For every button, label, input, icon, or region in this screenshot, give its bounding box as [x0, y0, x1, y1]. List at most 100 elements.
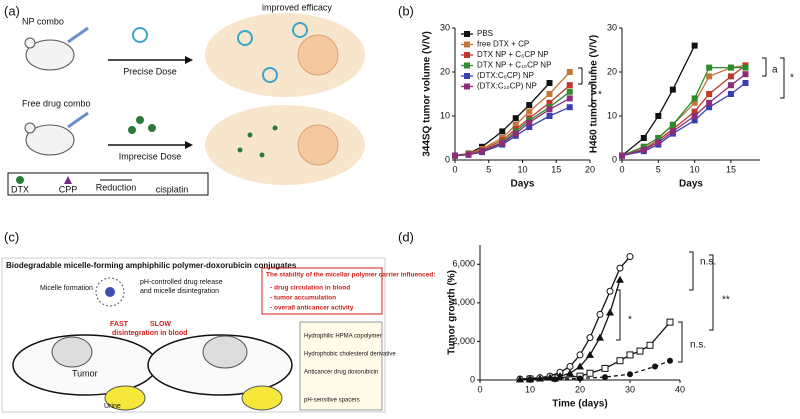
series-line — [454, 84, 571, 157]
marker — [742, 64, 749, 71]
y-tick-label: 2,000 — [452, 336, 475, 346]
y-tick-label: 0 — [612, 154, 617, 164]
mouse-ear — [24, 122, 36, 134]
marker — [566, 82, 573, 89]
marker — [566, 88, 573, 95]
marker — [727, 64, 734, 71]
marker — [566, 104, 573, 111]
frame — [1, 257, 386, 413]
y-axis-label: Tumor growth (%) — [447, 270, 458, 355]
marker — [464, 31, 470, 37]
marker — [452, 152, 458, 159]
marker — [546, 80, 553, 86]
tumor — [202, 335, 248, 369]
y-axis-label: H460 tumor volume (V/V) — [589, 35, 600, 153]
marker — [526, 102, 533, 108]
marker — [727, 91, 734, 97]
marker — [655, 135, 662, 141]
arrowhead — [185, 56, 193, 64]
y-tick-label: 20 — [607, 66, 617, 76]
marker — [691, 108, 698, 115]
urine — [241, 385, 283, 411]
series-line — [621, 66, 746, 157]
marker — [464, 52, 470, 58]
marker — [706, 73, 713, 80]
marker — [576, 362, 584, 370]
cell — [205, 105, 365, 185]
box-item: - drug circulation in blood — [270, 285, 350, 292]
marker — [464, 62, 470, 69]
marker — [742, 80, 749, 86]
marker — [636, 347, 644, 355]
syringe — [67, 111, 89, 129]
marker — [546, 91, 553, 97]
label: and micelle disintegration — [140, 288, 219, 295]
series-line — [529, 321, 671, 380]
marker — [727, 82, 734, 89]
box-item: - tumor accumulation — [270, 295, 336, 302]
legend-label: free DTX + CP — [477, 40, 529, 49]
drug — [128, 126, 136, 134]
marker — [727, 73, 734, 80]
drug — [237, 147, 243, 153]
marker — [552, 376, 558, 383]
marker — [706, 64, 713, 71]
legend-label: PBS — [477, 29, 493, 38]
marker — [577, 375, 583, 382]
marker — [691, 42, 698, 49]
x-tick-label: 10 — [517, 164, 527, 174]
label: FAST — [110, 321, 129, 328]
marker — [640, 143, 647, 150]
y-tick-label: 6,000 — [452, 259, 475, 269]
annotation: * — [598, 90, 602, 101]
annotation: * — [628, 315, 632, 326]
series-line — [519, 256, 631, 380]
mouse — [25, 124, 75, 156]
marker — [616, 275, 624, 283]
label: NP combo — [22, 16, 64, 26]
nucleus — [297, 124, 339, 166]
legend-label: (DTX:C₁₀CP) NP — [477, 82, 537, 91]
annotation: n.s. — [690, 340, 706, 351]
marker — [640, 146, 647, 153]
marker — [652, 363, 658, 370]
legend-label: Hydrophilic HPMA copolymer — [304, 334, 382, 340]
marker — [546, 113, 553, 119]
x-tick-label: 15 — [726, 164, 736, 174]
drug — [272, 125, 278, 131]
urine — [104, 385, 146, 411]
marker — [640, 135, 647, 141]
cell — [205, 13, 365, 97]
annotation: * — [790, 73, 794, 84]
mouse-ear — [24, 37, 36, 49]
series-line — [621, 82, 746, 157]
marker — [512, 121, 519, 128]
marker — [546, 106, 553, 113]
x-tick-label: 0 — [619, 164, 624, 174]
box-item: - overall anticancer activity — [270, 305, 354, 312]
marker — [586, 334, 594, 342]
x-tick-label: 20 — [585, 164, 595, 174]
y-axis-label: 344SQ tumor volume (V/V) — [422, 31, 433, 157]
panel-label: (b) — [398, 3, 414, 18]
legend-label: pH-sensitive spacers — [304, 398, 360, 404]
marker — [464, 73, 470, 79]
marker — [596, 333, 604, 341]
title: Biodegradable micelle-forming amphiphili… — [6, 261, 297, 270]
y-tick-label: 0 — [445, 154, 450, 164]
marker — [626, 351, 634, 359]
marker — [602, 374, 608, 381]
marker — [516, 375, 524, 383]
annotation: a — [772, 65, 778, 76]
bracket — [616, 289, 621, 341]
marker — [526, 108, 533, 115]
marker — [527, 376, 533, 383]
marker — [586, 350, 594, 358]
legend-label: CPP — [59, 184, 78, 194]
marker — [706, 99, 713, 106]
marker — [526, 119, 533, 126]
panel-label: (a) — [4, 3, 20, 18]
label: improved efficacy — [262, 2, 332, 12]
marker — [627, 371, 633, 378]
